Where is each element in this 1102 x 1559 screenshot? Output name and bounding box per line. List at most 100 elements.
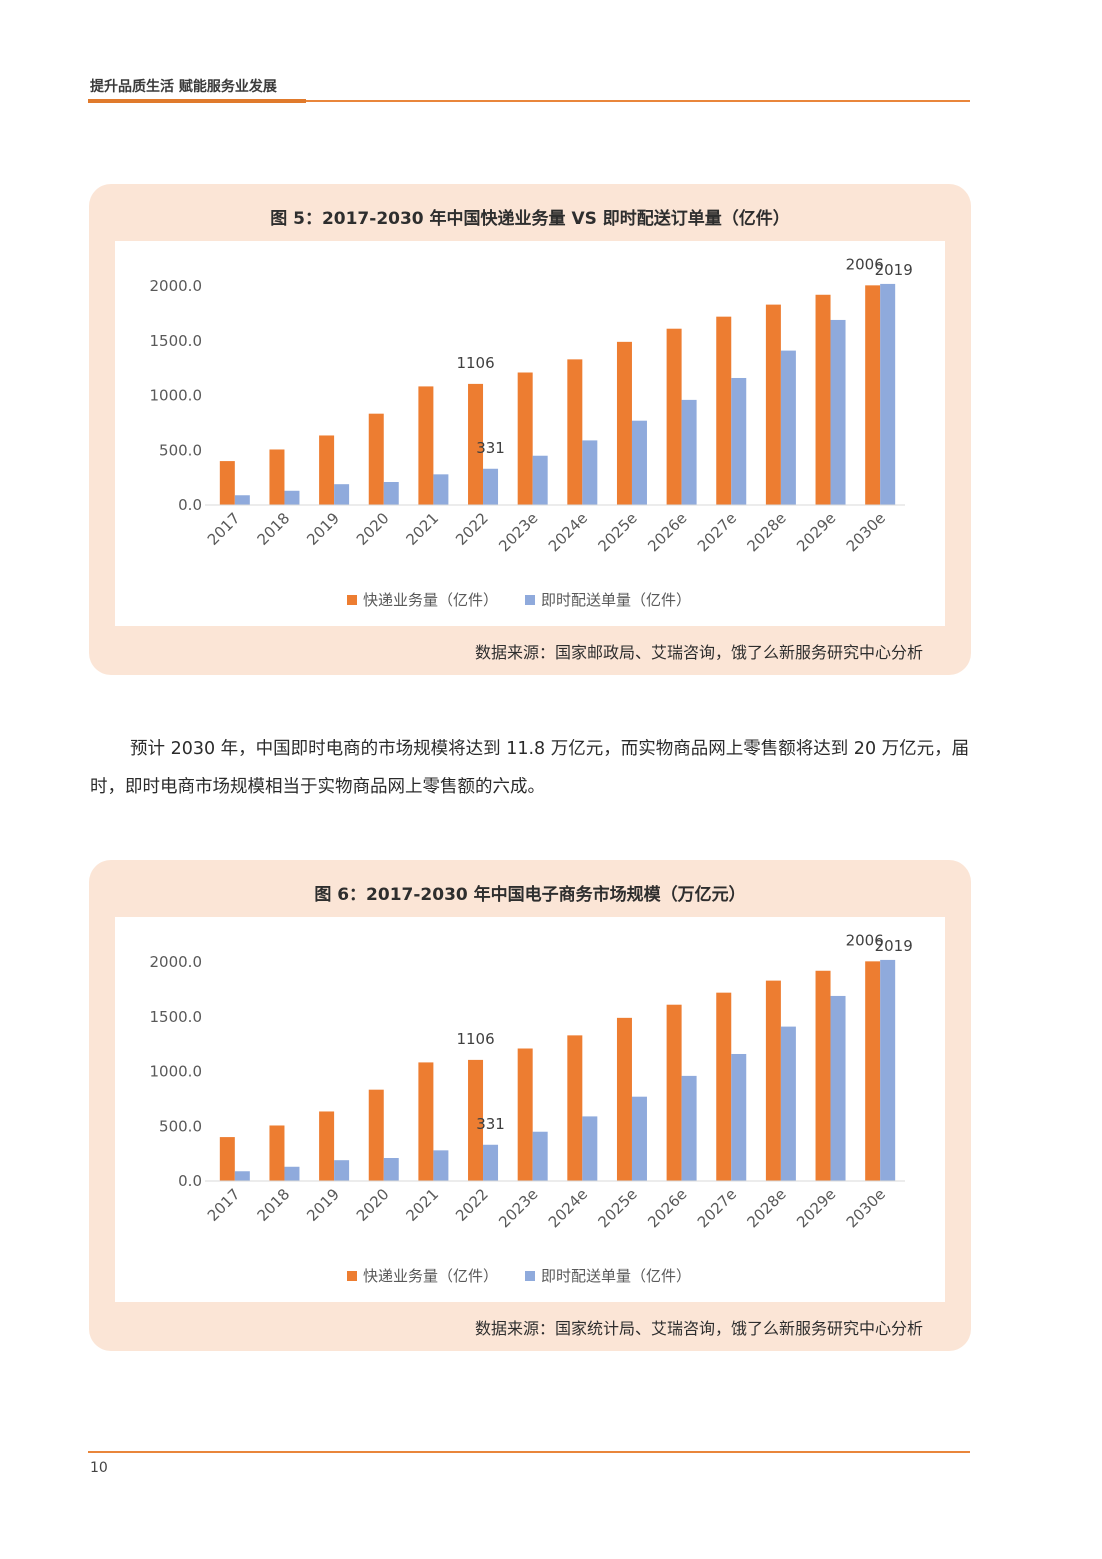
bar-series-1 bbox=[616, 1017, 632, 1181]
x-tick-label: 2023e bbox=[495, 509, 541, 555]
bar-series-2 bbox=[532, 455, 548, 505]
y-tick-label: 1000.0 bbox=[150, 387, 203, 405]
bar-series-2 bbox=[681, 1075, 697, 1181]
legend-swatch-series-2 bbox=[525, 595, 535, 605]
x-tick-label: 2021 bbox=[402, 1185, 442, 1225]
data-label-series-2: 331 bbox=[476, 1115, 505, 1133]
x-tick-label: 2020 bbox=[353, 1185, 393, 1225]
figure-5-panel: 图 5：2017-2030 年中国快递业务量 VS 即时配送订单量（亿件） 0.… bbox=[89, 184, 971, 675]
bar-series-2 bbox=[334, 1160, 350, 1181]
bar-series-2 bbox=[383, 1158, 399, 1181]
page-number: 10 bbox=[90, 1460, 108, 1476]
bar-series-2 bbox=[234, 495, 250, 505]
bar-series-2 bbox=[483, 468, 499, 505]
bar-series-2 bbox=[731, 1053, 747, 1181]
x-tick-label: 2018 bbox=[254, 509, 294, 549]
x-tick-label: 2028e bbox=[743, 1185, 789, 1231]
figure-6-plot-area: 0.0 500.0 1000.0 1500.0 2000.0 2017 2018 2019 20… bbox=[115, 917, 945, 1302]
figure-5-source: 数据来源：国家邮政局、艾瑞咨询，饿了么新服务研究中心分析 bbox=[474, 643, 923, 662]
bar-series-2 bbox=[780, 350, 796, 505]
figure-5-plot-area: 0.0 500.0 1000.0 1500.0 2000.0 2017 2018 2019 20… bbox=[115, 241, 945, 626]
bar-series-2 bbox=[880, 283, 896, 505]
bar-series-2 bbox=[681, 399, 697, 505]
y-tick-label: 1500.0 bbox=[150, 332, 203, 350]
x-tick-label: 2024e bbox=[545, 509, 591, 555]
bar-series-2 bbox=[383, 482, 399, 505]
bar-series-1 bbox=[219, 461, 235, 505]
data-label-series-2: 2019 bbox=[875, 937, 913, 955]
x-tick-label: 2024e bbox=[545, 1185, 591, 1231]
bar-series-2 bbox=[880, 959, 896, 1181]
bar-series-1 bbox=[269, 1125, 285, 1181]
legend-label-series-2: 即时配送单量（亿件） bbox=[541, 591, 691, 609]
x-tick-label: 2019 bbox=[303, 1185, 343, 1225]
data-label-series-1: 2006 bbox=[846, 931, 884, 949]
y-tick-label: 2000.0 bbox=[150, 953, 203, 971]
bar-series-1 bbox=[468, 1059, 484, 1181]
bar-series-2 bbox=[284, 490, 300, 505]
x-tick-label: 2017 bbox=[204, 509, 244, 549]
bar-series-2 bbox=[284, 1166, 300, 1181]
bar-series-1 bbox=[567, 359, 583, 505]
x-tick-label: 2021 bbox=[402, 509, 442, 549]
bar-series-2 bbox=[483, 1144, 499, 1181]
y-tick-label: 500.0 bbox=[159, 441, 202, 459]
bar-series-1 bbox=[815, 970, 831, 1181]
x-tick-label: 2018 bbox=[254, 1185, 294, 1225]
data-label-series-1: 1106 bbox=[456, 354, 494, 372]
bar-series-1 bbox=[765, 304, 781, 505]
legend-swatch-series-1 bbox=[347, 595, 357, 605]
bar-series-2 bbox=[631, 420, 647, 505]
bar-series-2 bbox=[830, 319, 846, 505]
bar-series-1 bbox=[716, 316, 732, 505]
running-header-title: 提升品质生活 赋能服务业发展 bbox=[90, 79, 277, 95]
bar-series-1 bbox=[368, 413, 384, 505]
y-tick-label: 1500.0 bbox=[150, 1008, 203, 1026]
figure-5-title: 图 5：2017-2030 年中国快递业务量 VS 即时配送订单量（亿件） bbox=[270, 209, 790, 229]
data-label-series-2: 331 bbox=[476, 439, 505, 457]
bar-series-1 bbox=[517, 372, 533, 505]
body-paragraph: 预计 2030 年，中国即时电商的市场规模将达到 11.8 万亿元，而实物商品网… bbox=[90, 739, 970, 797]
x-tick-label: 2025e bbox=[595, 509, 641, 555]
bar-series-1 bbox=[269, 449, 285, 505]
y-tick-label: 1000.0 bbox=[150, 1063, 203, 1081]
bar-series-1 bbox=[616, 341, 632, 505]
x-tick-label: 2029e bbox=[793, 509, 839, 555]
bar-series-2 bbox=[532, 1131, 548, 1181]
bar-series-1 bbox=[765, 980, 781, 1181]
x-tick-label: 2027e bbox=[694, 509, 740, 555]
figure-6-source: 数据来源：国家统计局、艾瑞咨询，饿了么新服务研究中心分析 bbox=[474, 1319, 923, 1338]
x-tick-label: 2029e bbox=[793, 1185, 839, 1231]
bar-series-1 bbox=[716, 992, 732, 1181]
bar-series-1 bbox=[865, 285, 881, 505]
figure-6-title: 图 6：2017-2030 年中国电子商务市场规模（万亿元） bbox=[314, 885, 746, 905]
bar-series-1 bbox=[319, 435, 335, 505]
bar-series-1 bbox=[865, 961, 881, 1181]
bar-series-1 bbox=[219, 1137, 235, 1181]
bar-series-2 bbox=[582, 1116, 598, 1181]
x-tick-label: 2023e bbox=[495, 1185, 541, 1231]
bar-series-1 bbox=[666, 328, 682, 505]
bar-series-1 bbox=[468, 383, 484, 505]
bar-series-1 bbox=[567, 1035, 583, 1181]
footer-rule bbox=[88, 1451, 970, 1453]
x-tick-label: 2028e bbox=[743, 509, 789, 555]
x-tick-label: 2025e bbox=[595, 1185, 641, 1231]
y-tick-label: 2000.0 bbox=[150, 277, 203, 295]
header-accent-bar bbox=[88, 99, 306, 103]
x-tick-label: 2020 bbox=[353, 509, 393, 549]
bar-series-1 bbox=[418, 386, 434, 505]
x-tick-label: 2030e bbox=[843, 509, 889, 555]
bar-series-1 bbox=[368, 1089, 384, 1181]
legend-swatch-series-2 bbox=[525, 1271, 535, 1281]
bar-series-2 bbox=[830, 995, 846, 1181]
bar-series-1 bbox=[418, 1062, 434, 1181]
y-tick-label: 500.0 bbox=[159, 1117, 202, 1135]
legend-label-series-2: 即时配送单量（亿件） bbox=[541, 1267, 691, 1285]
x-tick-label: 2022 bbox=[452, 1185, 492, 1225]
data-label-series-1: 1106 bbox=[456, 1030, 494, 1048]
bar-series-2 bbox=[780, 1026, 796, 1181]
header-rule bbox=[88, 100, 970, 102]
x-tick-label: 2026e bbox=[644, 1185, 690, 1231]
bar-series-2 bbox=[631, 1096, 647, 1181]
